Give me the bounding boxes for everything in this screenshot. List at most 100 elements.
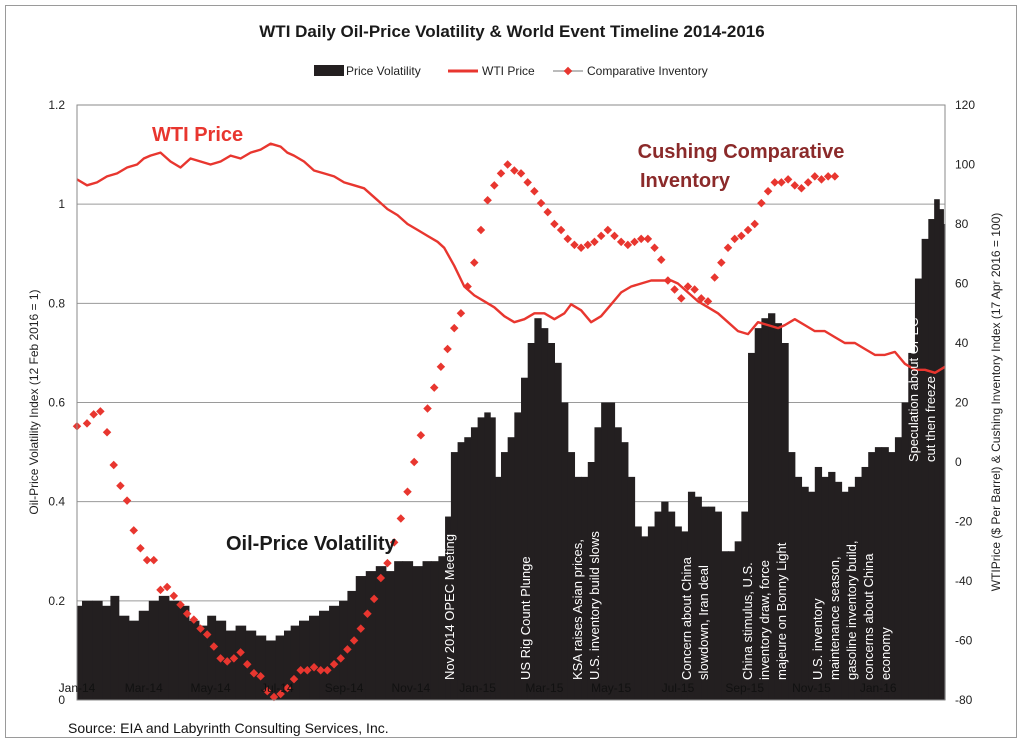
- volatility-bar: [495, 476, 502, 700]
- inventory-marker: [89, 410, 98, 419]
- volatility-bar: [914, 278, 923, 700]
- inventory-marker: [102, 428, 112, 437]
- volatility-bar: [168, 600, 180, 700]
- volatility-bar: [788, 452, 796, 700]
- inventory-marker: [263, 686, 272, 696]
- y-right-tick-label: -80: [955, 693, 973, 707]
- volatility-bar: [490, 417, 496, 700]
- volatility-bar: [385, 571, 395, 700]
- inventory-marker: [356, 624, 366, 633]
- volatility-bar: [687, 491, 696, 700]
- volatility-bar: [412, 566, 424, 700]
- chart-frame: [5, 5, 1017, 738]
- volatility-bar: [741, 511, 749, 700]
- x-tick-label: May-14: [191, 681, 231, 695]
- volatility-bar: [908, 352, 916, 700]
- y-right-tick-label: -20: [955, 515, 973, 529]
- event-label-line: slowdown, Iran deal: [696, 565, 711, 680]
- event-label-line: China stimulus, U.S.: [740, 562, 755, 680]
- inventory-marker: [409, 457, 419, 467]
- event-label-line: maintenance season,: [827, 556, 842, 680]
- inventory-marker: [289, 674, 299, 684]
- y-right-tick-label: 40: [955, 336, 969, 350]
- x-tick-label: Jul-14: [261, 681, 294, 695]
- volatility-bar: [814, 466, 823, 700]
- event-label-line: inventory draw, force: [757, 560, 772, 680]
- volatility-bar: [781, 343, 789, 700]
- annotation-wti-price: WTI Price: [152, 124, 243, 146]
- event-label-line: Speculation about OPEC: [906, 317, 921, 462]
- inventory-marker: [723, 243, 733, 253]
- volatility-bar: [561, 402, 569, 700]
- inventory-marker: [82, 419, 92, 428]
- y-right-tick-label: -40: [955, 574, 973, 588]
- y-right-tick-label: 80: [955, 217, 969, 231]
- volatility-bar: [681, 531, 689, 700]
- volatility-bar: [521, 377, 529, 700]
- legend: Price Volatility WTI Price Comparative I…: [314, 64, 708, 78]
- volatility-bar: [934, 199, 940, 701]
- volatility-bar: [507, 437, 515, 700]
- volatility-bar: [402, 561, 414, 700]
- inventory-marker: [129, 526, 138, 535]
- volatility-bar: [235, 625, 247, 700]
- y-right-tick-label: 0: [955, 455, 962, 469]
- inventory-marker: [416, 430, 426, 440]
- y-left-tick-label: 0.4: [48, 495, 65, 509]
- inventory-marker: [389, 538, 399, 547]
- annotation-oil-volatility: Oil-Price Volatility: [226, 533, 397, 555]
- inventory-marker: [523, 178, 532, 187]
- x-ticks: Jan-14 Mar-14 May-14 Jul-14 Sep-14 Nov-14 Jan-…: [59, 681, 897, 695]
- y-right-tick-label: 60: [955, 277, 969, 291]
- volatility-bar: [634, 526, 642, 700]
- inventory-marker: [283, 683, 292, 693]
- volatility-bar: [667, 511, 676, 700]
- volatility-bar: [888, 452, 896, 700]
- volatility-bar: [734, 541, 742, 700]
- y-left-tick-label: 0.2: [48, 594, 65, 608]
- volatility-bar: [347, 590, 357, 700]
- event-label-line: gasoline inventory build,: [844, 541, 859, 680]
- inventory-marker: [510, 166, 519, 175]
- volatility-bar: [430, 561, 439, 700]
- volatility-bar: [707, 506, 716, 700]
- volatility-bar: [748, 352, 756, 700]
- volatility-bar: [102, 605, 111, 700]
- volatility-bar: [881, 447, 889, 700]
- volatility-bar: [309, 615, 320, 700]
- y-left-tick-label: 1: [58, 197, 65, 211]
- inventory-marker: [536, 198, 546, 208]
- x-tick-label: Sep-14: [325, 681, 364, 695]
- volatility-bar: [821, 476, 829, 700]
- legend-swatch-volatility: [314, 65, 344, 76]
- volatility-bar: [148, 600, 160, 700]
- volatility-bar: [375, 566, 387, 700]
- event-labels: Nov 2014 OPEC Meeting US Rig Count Plunge…: [442, 317, 938, 680]
- volatility-bar: [828, 471, 836, 700]
- inventory-marker: [717, 258, 726, 267]
- chart-title: WTI Daily Oil-Price Volatility & World E…: [259, 22, 764, 41]
- inventory-marker: [369, 594, 379, 604]
- inventory-marker: [697, 294, 706, 303]
- inventory-marker: [830, 172, 840, 181]
- event-label-line: concerns about China: [861, 553, 876, 680]
- volatility-bar: [808, 491, 816, 700]
- volatility-bar: [768, 313, 776, 700]
- inventory-marker: [296, 666, 305, 675]
- volatility-bar: [901, 402, 909, 700]
- volatility-bar: [943, 224, 946, 700]
- inventory-marker: [169, 591, 179, 601]
- volatility-bar: [647, 526, 656, 700]
- event-label-line: Concern about China: [679, 556, 694, 680]
- inventory-marker: [149, 555, 159, 565]
- inventory-marker: [96, 407, 105, 416]
- event-label-line: U.S. inventory build slows: [587, 531, 602, 680]
- volatility-bar: [614, 427, 622, 700]
- x-tick-label: Jul-15: [662, 681, 695, 695]
- inventory-marker: [436, 362, 446, 372]
- inventory-marker: [336, 654, 345, 663]
- x-tick-label: Jan-15: [459, 681, 496, 695]
- inventory-marker: [309, 663, 319, 672]
- volatility-bar: [627, 476, 636, 700]
- inventory-marker: [316, 666, 325, 675]
